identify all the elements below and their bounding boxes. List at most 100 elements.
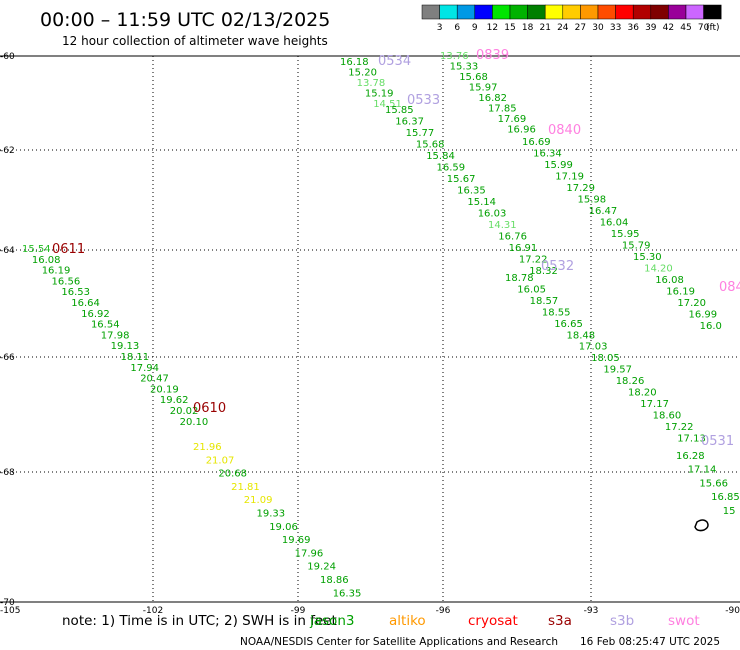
colorbar-swatch (509, 4, 528, 20)
colorbar-swatch (580, 4, 599, 20)
wave-height-value: 18.57 (530, 296, 559, 307)
wave-height-value: 15.77 (406, 128, 435, 139)
footer-credit: NOAA/NESDIS Center for Satellite Applica… (240, 636, 558, 648)
wave-height-value: 19.13 (111, 341, 140, 352)
wave-height-value: 19.06 (269, 522, 298, 533)
wave-height-value: 16.91 (509, 243, 538, 254)
colorbar-label: 24 (557, 23, 569, 33)
colorbar-swatch (597, 4, 616, 20)
wave-height-value: 16.19 (666, 287, 695, 298)
colorbar-swatch (474, 4, 493, 20)
track-time-label: 0839 (476, 48, 509, 63)
wave-height-value: 15.79 (622, 241, 651, 252)
wave-height-value: 16.69 (522, 137, 551, 148)
wave-height-value: 15.84 (426, 151, 455, 162)
y-axis-label: -60 (0, 52, 15, 62)
wave-height-value: 15.99 (544, 160, 573, 171)
wave-height-value: 21.09 (244, 495, 273, 506)
gridlines (0, 56, 740, 602)
colorbar-label: 6 (454, 23, 460, 33)
wave-height-value: 16.53 (61, 287, 90, 298)
colorbar-label: 70 (698, 23, 710, 33)
wave-height-value: 15.20 (348, 68, 377, 79)
colorbar-swatch (703, 4, 722, 20)
wave-height-value: 21.81 (231, 482, 260, 493)
colorbar-swatch (456, 4, 476, 20)
wave-height-value: 19.57 (603, 365, 632, 376)
colorbar-label: 36 (627, 23, 639, 33)
track-time-label: 0534 (378, 54, 411, 69)
y-axis-label: -70 (0, 598, 15, 608)
wave-height-value: 16.76 (498, 232, 527, 243)
track-time-label: 0611 (52, 242, 85, 257)
wave-height-value: 16.35 (333, 588, 362, 599)
wave-height-value: 16.96 (507, 125, 536, 136)
wave-height-value: 18.26 (616, 376, 645, 387)
wave-height-value: 16.47 (589, 206, 618, 217)
legend-item: jason3 (309, 613, 354, 629)
wave-height-value: 13.76 (440, 51, 469, 62)
wave-height-value: 18.32 (529, 266, 558, 277)
satellite-legend: jason3 altiko cryosat s3a s3b swot (309, 613, 700, 629)
wave-height-value: 16.05 (517, 284, 546, 295)
colorbar-label: 39 (645, 23, 657, 33)
wave-height-value: 18.20 (628, 388, 657, 399)
map-subtitle: 12 hour collection of altimeter wave hei… (62, 34, 328, 48)
wave-height-value: 18.11 (121, 352, 150, 363)
colorbar-swatch (615, 4, 634, 20)
footer-note: note: 1) Time is in UTC; 2) SWH is in fe… (62, 613, 337, 629)
x-axis-label: -96 (436, 606, 451, 616)
coastline-shape (694, 519, 709, 532)
x-axis-label: -99 (291, 606, 306, 616)
plot-frame (0, 55, 740, 603)
colorbar-swatch (668, 4, 687, 20)
wave-height-value: 16.28 (676, 451, 705, 462)
wave-height-value: 16.18 (340, 57, 369, 68)
y-axis-label: -68 (0, 468, 15, 478)
colorbar-label: 42 (663, 23, 674, 33)
wave-height-value: 18.60 (653, 410, 682, 421)
colorbar: 3 6 9 12 15 18 21 24 27 30 33 36 39 42 45 70(ft) (421, 4, 722, 33)
wave-height-value: 15.98 (578, 195, 607, 206)
wave-height-value: 16.04 (600, 218, 629, 229)
wave-height-value: 13.78 (357, 78, 386, 89)
legend-item: s3b (610, 613, 634, 629)
wave-height-value: 15 (723, 506, 736, 517)
wave-height-value: 21.96 (193, 442, 222, 453)
wave-height-value: 16.65 (554, 319, 583, 330)
wave-height-value: 17.19 (555, 172, 584, 183)
wave-height-value: 16.56 (52, 276, 81, 287)
wave-height-value: 19.24 (307, 562, 336, 573)
wave-height-value: 20.10 (180, 417, 209, 428)
wave-height-value: 18.55 (542, 307, 571, 318)
footer-timestamp: 16 Feb 08:25:47 UTC 2025 (580, 636, 720, 648)
wave-height-value: 16.54 (91, 320, 120, 331)
track-time-label: 0532 (541, 259, 574, 274)
colorbar-swatch (650, 4, 669, 20)
wave-height-value: 15.95 (611, 229, 640, 240)
wave-height-value: 16.85 (711, 492, 740, 503)
wave-height-value: 14.51 (373, 99, 402, 110)
wave-height-value: 16.99 (689, 310, 718, 321)
colorbar-unit: (ft) (706, 23, 720, 33)
satellite-tracks: 15.5416.0816.1916.5616.5316.6416.9216.54… (22, 48, 740, 599)
axis-labels: -105 -102 -99 -96 -93 -90 -60 -62 -64 -66 -68 -70 (0, 52, 740, 616)
wave-height-value: 17.69 (498, 114, 527, 125)
wave-height-value: 17.22 (665, 422, 694, 433)
colorbar-label: 15 (504, 23, 515, 33)
wave-height-value: 15.66 (699, 478, 728, 489)
wave-height-value: 16.19 (42, 266, 71, 277)
wave-height-value: 19.69 (282, 535, 311, 546)
y-axis-label: -64 (0, 246, 15, 256)
colorbar-label: 21 (539, 23, 550, 33)
colorbar-label: 27 (575, 23, 586, 33)
x-axis-label: -102 (143, 606, 163, 616)
wave-height-value: 14.31 (488, 220, 517, 231)
colorbar-label: 9 (472, 23, 478, 33)
track-time-label: 084 (719, 280, 740, 295)
wave-height-value: 18.05 (591, 353, 620, 364)
y-axis-label: -66 (0, 353, 15, 363)
wave-height-value: 20.68 (218, 469, 247, 480)
track-time-label: 0533 (407, 93, 440, 108)
wave-height-value: 17.94 (130, 363, 159, 374)
